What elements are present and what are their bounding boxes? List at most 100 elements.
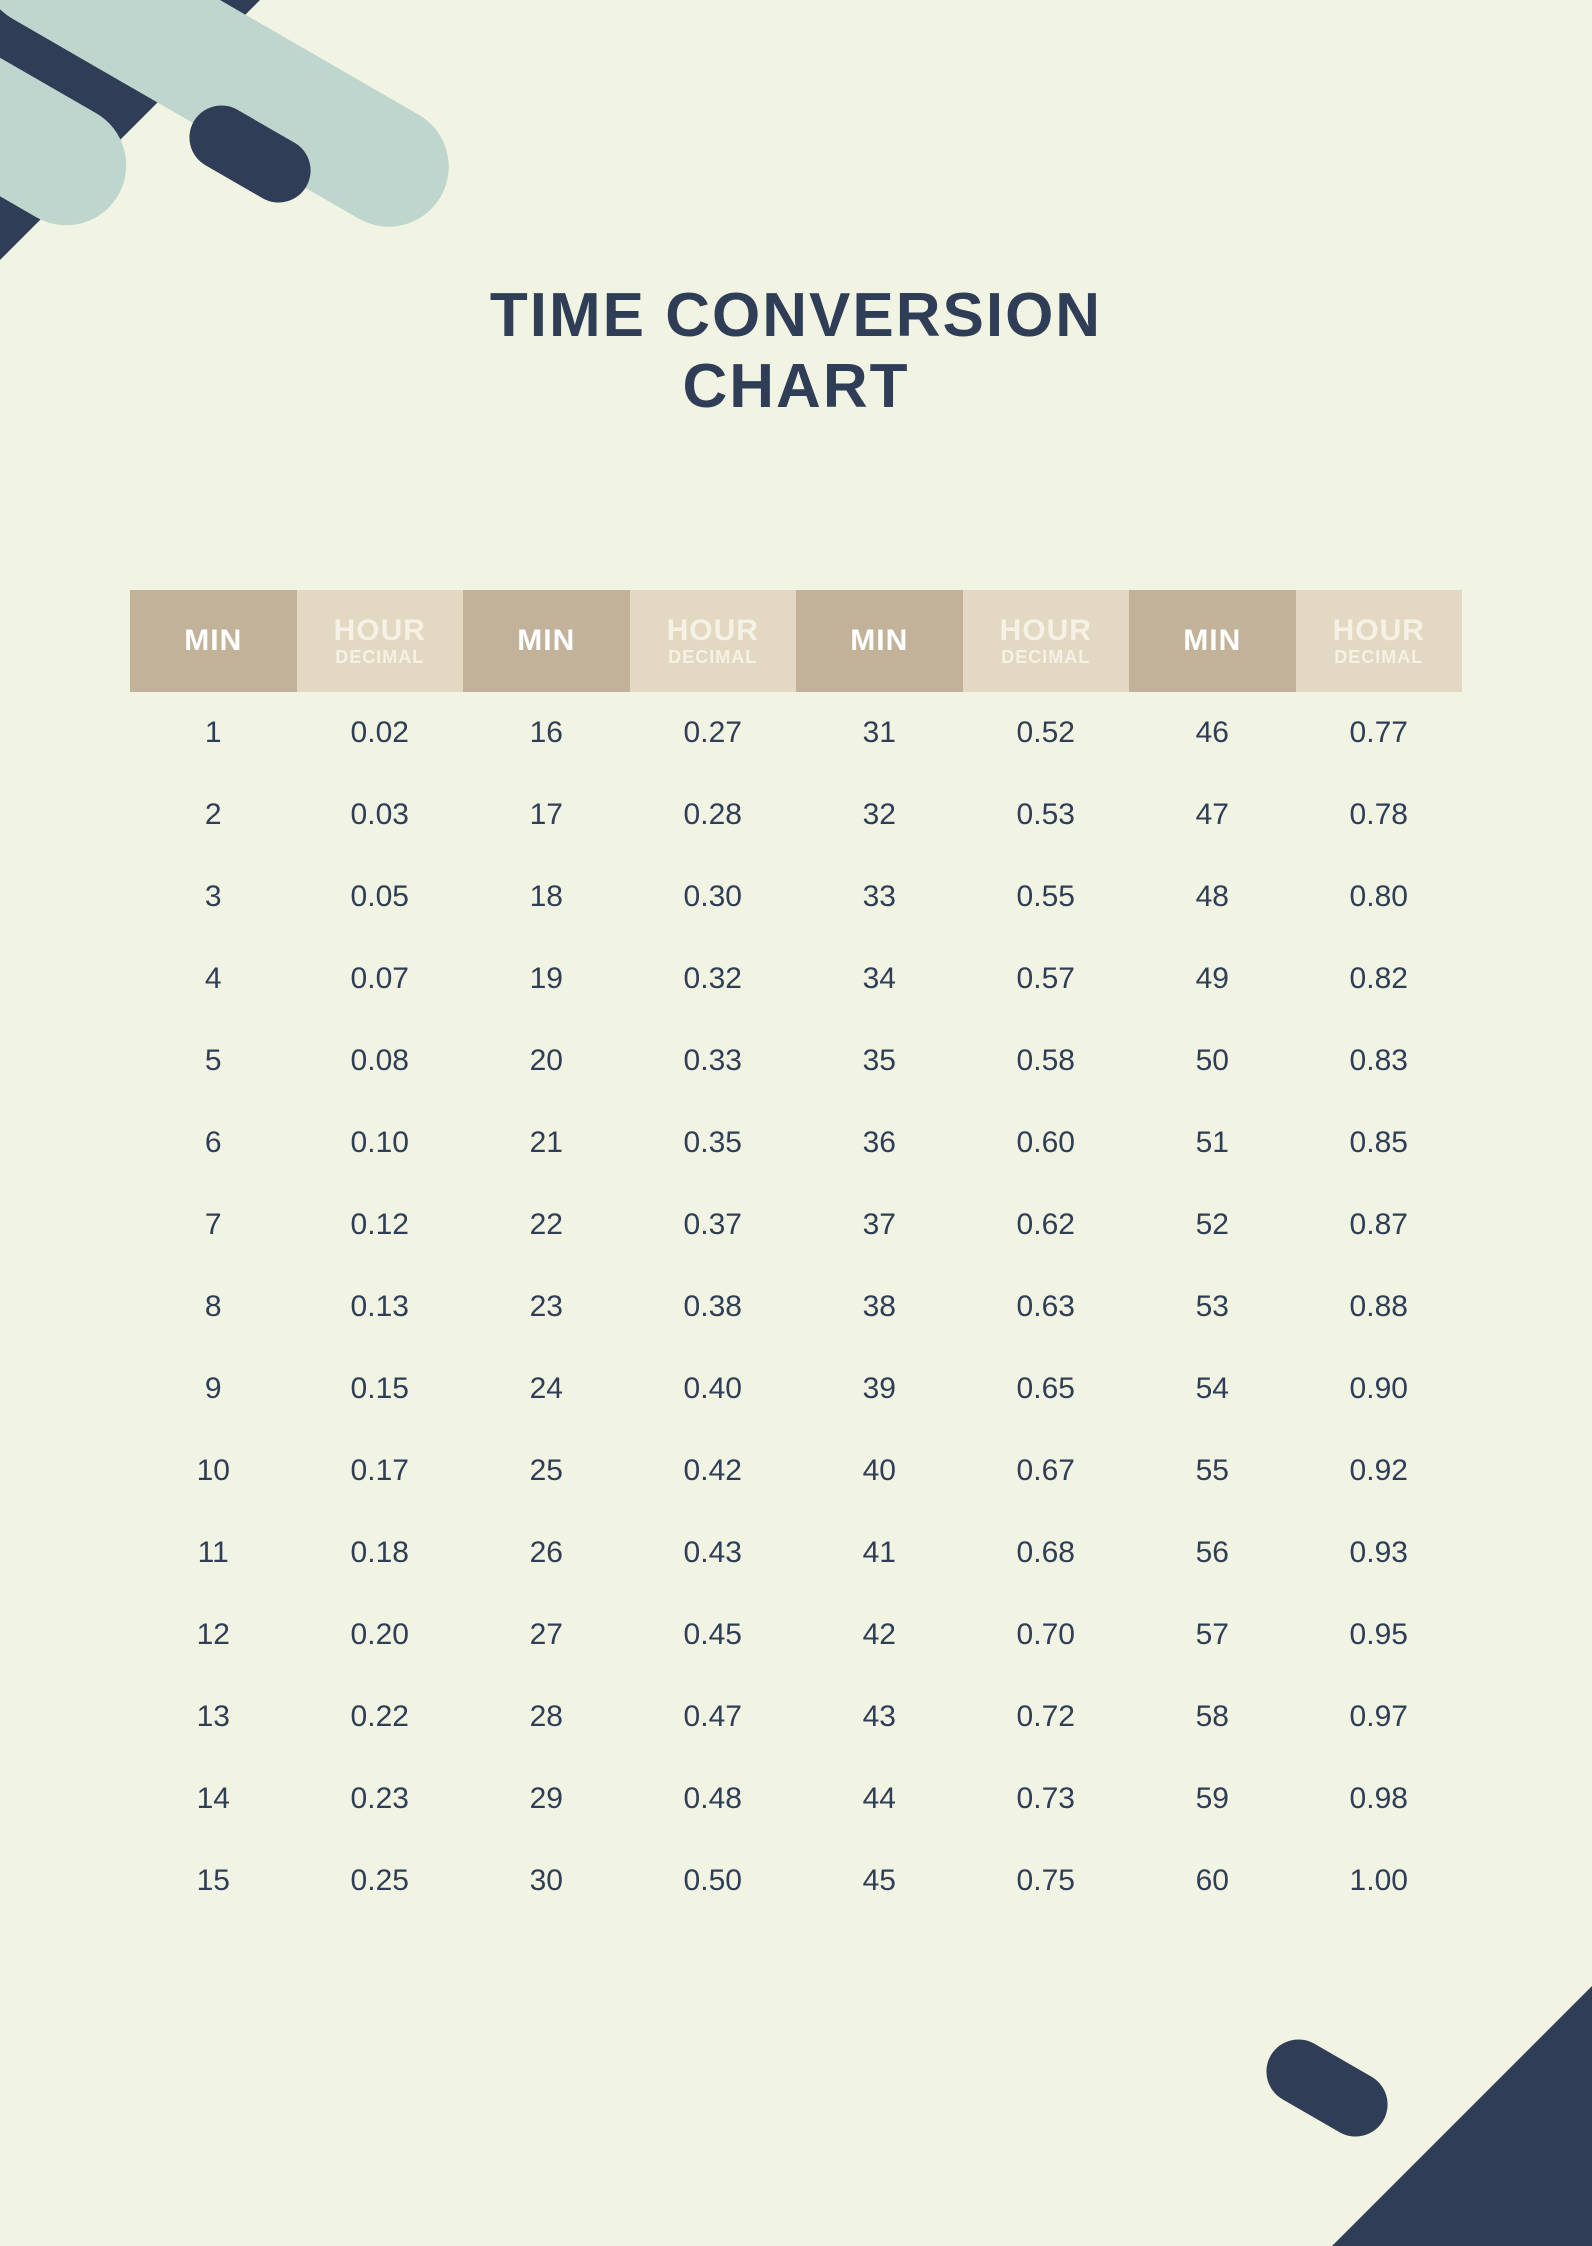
table-cell: 0.18 bbox=[297, 1512, 464, 1594]
title-line-1: TIME CONVERSION bbox=[490, 281, 1102, 350]
table-cell: 14 bbox=[130, 1758, 297, 1840]
table-cell: 16 bbox=[463, 692, 630, 774]
table-body: 10.02160.27310.52460.7720.03170.28320.53… bbox=[130, 692, 1462, 1922]
table-cell: 51 bbox=[1129, 1102, 1296, 1184]
table-cell: 0.42 bbox=[630, 1430, 797, 1512]
table-cell: 0.88 bbox=[1296, 1266, 1463, 1348]
table-cell: 52 bbox=[1129, 1184, 1296, 1266]
table-cell: 0.72 bbox=[963, 1676, 1130, 1758]
table-cell: 38 bbox=[796, 1266, 963, 1348]
table-cell: 15 bbox=[130, 1840, 297, 1922]
table-cell: 35 bbox=[796, 1020, 963, 1102]
table-cell: 37 bbox=[796, 1184, 963, 1266]
title-block: TIME CONVERSION CHART bbox=[0, 280, 1592, 423]
table-cell: 28 bbox=[463, 1676, 630, 1758]
table-cell: 0.33 bbox=[630, 1020, 797, 1102]
table-cell: 0.95 bbox=[1296, 1594, 1463, 1676]
table-row: 60.10210.35360.60510.85 bbox=[130, 1102, 1462, 1184]
page: TIME CONVERSION CHART MINHOURDECIMALMINH… bbox=[0, 0, 1592, 2246]
page-title: TIME CONVERSION CHART bbox=[0, 280, 1592, 423]
table-cell: 30 bbox=[463, 1840, 630, 1922]
table-cell: 10 bbox=[130, 1430, 297, 1512]
table-row: 150.25300.50450.75601.00 bbox=[130, 1840, 1462, 1922]
table-cell: 0.08 bbox=[297, 1020, 464, 1102]
table-cell: 27 bbox=[463, 1594, 630, 1676]
table-cell: 8 bbox=[130, 1266, 297, 1348]
table-cell: 46 bbox=[1129, 692, 1296, 774]
table-cell: 49 bbox=[1129, 938, 1296, 1020]
table-cell: 0.83 bbox=[1296, 1020, 1463, 1102]
table-cell: 57 bbox=[1129, 1594, 1296, 1676]
table-cell: 0.77 bbox=[1296, 692, 1463, 774]
table-cell: 0.03 bbox=[297, 774, 464, 856]
table-cell: 0.02 bbox=[297, 692, 464, 774]
table-cell: 39 bbox=[796, 1348, 963, 1430]
table-cell: 0.07 bbox=[297, 938, 464, 1020]
table-cell: 20 bbox=[463, 1020, 630, 1102]
table-cell: 50 bbox=[1129, 1020, 1296, 1102]
table-row: 50.08200.33350.58500.83 bbox=[130, 1020, 1462, 1102]
table-row: 130.22280.47430.72580.97 bbox=[130, 1676, 1462, 1758]
col-header-min: MIN bbox=[1129, 590, 1296, 692]
table-cell: 17 bbox=[463, 774, 630, 856]
table-cell: 0.50 bbox=[630, 1840, 797, 1922]
table-cell: 23 bbox=[463, 1266, 630, 1348]
table-cell: 26 bbox=[463, 1512, 630, 1594]
table-cell: 0.32 bbox=[630, 938, 797, 1020]
table-cell: 0.93 bbox=[1296, 1512, 1463, 1594]
table-cell: 6 bbox=[130, 1102, 297, 1184]
table-cell: 29 bbox=[463, 1758, 630, 1840]
table-cell: 32 bbox=[796, 774, 963, 856]
title-line-2: CHART bbox=[683, 352, 910, 421]
table-cell: 0.38 bbox=[630, 1266, 797, 1348]
table-cell: 0.92 bbox=[1296, 1430, 1463, 1512]
table-cell: 0.47 bbox=[630, 1676, 797, 1758]
table-cell: 0.67 bbox=[963, 1430, 1130, 1512]
table-cell: 0.23 bbox=[297, 1758, 464, 1840]
table-cell: 0.57 bbox=[963, 938, 1130, 1020]
table-cell: 54 bbox=[1129, 1348, 1296, 1430]
table-cell: 43 bbox=[796, 1676, 963, 1758]
table-cell: 9 bbox=[130, 1348, 297, 1430]
table-cell: 44 bbox=[796, 1758, 963, 1840]
table-cell: 0.43 bbox=[630, 1512, 797, 1594]
conversion-table: MINHOURDECIMALMINHOURDECIMALMINHOURDECIM… bbox=[130, 590, 1462, 1922]
table-cell: 0.68 bbox=[963, 1512, 1130, 1594]
table-cell: 4 bbox=[130, 938, 297, 1020]
table-cell: 0.27 bbox=[630, 692, 797, 774]
conversion-table-wrap: MINHOURDECIMALMINHOURDECIMALMINHOURDECIM… bbox=[130, 590, 1462, 1922]
table-cell: 0.97 bbox=[1296, 1676, 1463, 1758]
col-header-hour: HOURDECIMAL bbox=[630, 590, 797, 692]
table-cell: 0.10 bbox=[297, 1102, 464, 1184]
table-cell: 0.55 bbox=[963, 856, 1130, 938]
table-cell: 18 bbox=[463, 856, 630, 938]
table-cell: 21 bbox=[463, 1102, 630, 1184]
table-cell: 25 bbox=[463, 1430, 630, 1512]
table-cell: 47 bbox=[1129, 774, 1296, 856]
table-cell: 0.90 bbox=[1296, 1348, 1463, 1430]
table-cell: 33 bbox=[796, 856, 963, 938]
col-header-min: MIN bbox=[463, 590, 630, 692]
table-cell: 55 bbox=[1129, 1430, 1296, 1512]
table-row: 80.13230.38380.63530.88 bbox=[130, 1266, 1462, 1348]
table-cell: 0.13 bbox=[297, 1266, 464, 1348]
table-cell: 0.25 bbox=[297, 1840, 464, 1922]
table-cell: 1 bbox=[130, 692, 297, 774]
table-cell: 0.52 bbox=[963, 692, 1130, 774]
table-row: 70.12220.37370.62520.87 bbox=[130, 1184, 1462, 1266]
table-row: 30.05180.30330.55480.80 bbox=[130, 856, 1462, 938]
table-row: 10.02160.27310.52460.77 bbox=[130, 692, 1462, 774]
table-row: 120.20270.45420.70570.95 bbox=[130, 1594, 1462, 1676]
table-cell: 0.37 bbox=[630, 1184, 797, 1266]
table-cell: 5 bbox=[130, 1020, 297, 1102]
table-cell: 0.12 bbox=[297, 1184, 464, 1266]
table-cell: 0.58 bbox=[963, 1020, 1130, 1102]
table-row: 90.15240.40390.65540.90 bbox=[130, 1348, 1462, 1430]
table-cell: 0.75 bbox=[963, 1840, 1130, 1922]
table-cell: 41 bbox=[796, 1512, 963, 1594]
table-cell: 0.05 bbox=[297, 856, 464, 938]
table-cell: 0.22 bbox=[297, 1676, 464, 1758]
table-cell: 3 bbox=[130, 856, 297, 938]
table-cell: 40 bbox=[796, 1430, 963, 1512]
table-cell: 22 bbox=[463, 1184, 630, 1266]
